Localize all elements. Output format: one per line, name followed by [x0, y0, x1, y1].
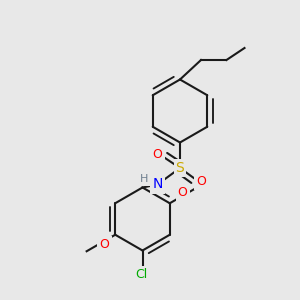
Text: O: O [196, 175, 206, 188]
Text: S: S [176, 161, 184, 175]
Text: O: O [178, 186, 188, 199]
Text: H: H [140, 174, 148, 184]
Text: O: O [100, 238, 110, 251]
Text: N: N [152, 178, 163, 191]
Text: Cl: Cl [135, 268, 147, 281]
Text: O: O [153, 148, 162, 161]
